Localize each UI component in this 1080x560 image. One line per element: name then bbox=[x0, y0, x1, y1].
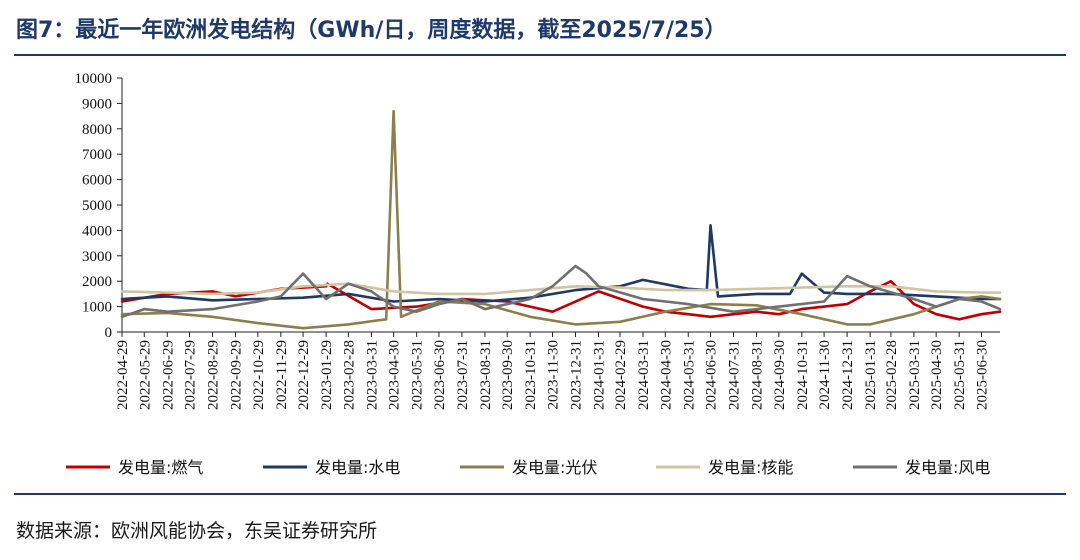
line-chart: 0 1000 2000 3000 4000 5000 6000 7000 8000 9000 100… bbox=[66, 71, 1002, 477]
x-tick-label: 2023-04-30 bbox=[387, 340, 403, 410]
x-tick-label: 2023-03-31 bbox=[364, 340, 380, 410]
x-tick-label: 2024-04-30 bbox=[658, 340, 674, 410]
x-tick-label: 2022-12-29 bbox=[296, 340, 312, 410]
x-tick-label: 2025-04-30 bbox=[929, 340, 945, 410]
y-tick-label: 8000 bbox=[82, 122, 112, 138]
y-tick-label: 6000 bbox=[82, 173, 112, 189]
x-tick-label: 2023-05-31 bbox=[410, 340, 426, 410]
x-tick-label: 2022-04-29 bbox=[115, 340, 131, 410]
x-tick-label: 2024-01-31 bbox=[591, 340, 607, 410]
x-tick-label: 2023-12-31 bbox=[568, 340, 584, 410]
x-tick-label: 2025-03-31 bbox=[907, 340, 923, 410]
x-tick-label: 2024-12-31 bbox=[840, 340, 856, 410]
top-rule bbox=[14, 54, 1066, 56]
x-tick-label: 2022-11-29 bbox=[274, 340, 290, 409]
x-tick-label: 2024-09-30 bbox=[772, 340, 788, 410]
x-tick-label: 2023-09-30 bbox=[500, 340, 516, 410]
legend-label: 发电量:燃气 bbox=[118, 458, 203, 477]
x-tick-label: 2023-07-31 bbox=[455, 340, 471, 410]
legend-label: 发电量:核能 bbox=[708, 458, 793, 477]
x-tick-label: 2022-05-29 bbox=[137, 340, 153, 410]
series-line-2 bbox=[120, 224, 1002, 303]
x-tick-label: 2023-08-31 bbox=[478, 340, 494, 410]
y-tick-label: 5000 bbox=[82, 198, 112, 214]
y-tick-label: 3000 bbox=[82, 249, 112, 265]
plot-area: 0 1000 2000 3000 4000 5000 6000 7000 8000 9000 100… bbox=[75, 71, 1002, 410]
x-tick-label: 2024-10-31 bbox=[795, 340, 811, 410]
x-tick-label: 2022-08-29 bbox=[206, 340, 222, 410]
x-tick-label: 2023-11-30 bbox=[545, 340, 561, 409]
x-tick-label: 2024-06-30 bbox=[704, 340, 720, 410]
x-tick-label: 2022-07-29 bbox=[183, 340, 199, 410]
x-tick-label: 2024-08-31 bbox=[750, 340, 766, 410]
x-tick-label: 2024-05-31 bbox=[681, 340, 697, 410]
y-tick-label: 1000 bbox=[82, 300, 112, 316]
legend-label: 发电量:光伏 bbox=[512, 458, 597, 477]
source-note: 数据来源：欧洲风能协会，东吴证券研究所 bbox=[16, 520, 378, 542]
y-tick-label: 4000 bbox=[82, 223, 112, 239]
x-tick-label: 2025-01-31 bbox=[863, 340, 879, 410]
y-tick-label: 7000 bbox=[82, 147, 112, 163]
y-tick-label: 10000 bbox=[75, 71, 113, 87]
legend-label: 发电量:风电 bbox=[905, 458, 990, 477]
series-line-4 bbox=[120, 282, 1002, 296]
x-tick-label: 2024-02-29 bbox=[613, 340, 629, 410]
x-tick-label: 2023-10-31 bbox=[523, 340, 539, 410]
x-tick-label: 2023-01-29 bbox=[319, 340, 335, 410]
x-tick-label: 2022-06-29 bbox=[160, 340, 176, 410]
y-tick-label: 2000 bbox=[82, 274, 112, 290]
legend: 发电量:燃气 发电量:水电 发电量:光伏 发电量:核能 发电量:风电 bbox=[66, 458, 990, 477]
x-tick-label: 2025-05-31 bbox=[952, 340, 968, 410]
x-tick-label: 2024-03-31 bbox=[636, 340, 652, 410]
x-tick-label: 2022-10-29 bbox=[251, 340, 267, 410]
series-line-5 bbox=[120, 264, 1002, 319]
x-tick-label: 2024-11-30 bbox=[817, 340, 833, 409]
y-tick-label: 0 bbox=[105, 325, 113, 341]
x-tick-label: 2023-02-28 bbox=[341, 340, 357, 410]
x-tick-label: 2022-09-29 bbox=[229, 340, 245, 410]
x-tick-label: 2024-07-31 bbox=[727, 340, 743, 410]
chart-title: 图7：最近一年欧洲发电结构（GWh/日，周度数据，截至2025/7/25） bbox=[16, 18, 727, 43]
y-tick-label: 9000 bbox=[82, 96, 112, 112]
legend-label: 发电量:水电 bbox=[315, 458, 400, 477]
x-tick-label: 2023-06-30 bbox=[432, 340, 448, 410]
series-line-3 bbox=[120, 109, 1002, 330]
bottom-rule bbox=[14, 493, 1066, 495]
x-tick-label: 2025-02-28 bbox=[884, 340, 900, 410]
x-tick-label: 2025-06-30 bbox=[974, 340, 990, 410]
